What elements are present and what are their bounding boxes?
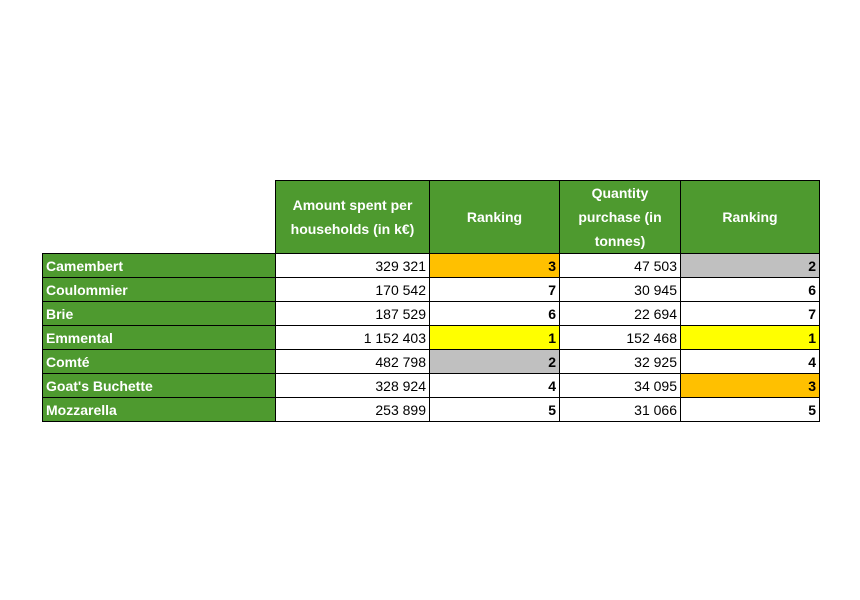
cheese-name-cell: Coulommier	[42, 277, 276, 302]
amount-cell: 170 542	[275, 277, 430, 302]
quantity-ranking-cell: 5	[680, 397, 820, 422]
quantity-cell: 47 503	[559, 253, 681, 278]
table-row: Mozzarella 253 899 5 31 066 5	[42, 397, 820, 422]
quantity-cell: 34 095	[559, 373, 681, 398]
corner-cell	[42, 180, 276, 254]
amount-ranking-cell: 2	[429, 349, 560, 374]
header-row: Amount spent per households (in k€) Rank…	[42, 180, 820, 254]
amount-ranking-cell: 6	[429, 301, 560, 326]
amount-ranking-cell: 1	[429, 325, 560, 350]
quantity-cell: 152 468	[559, 325, 681, 350]
table-row: Emmental 1 152 403 1 152 468 1	[42, 325, 820, 350]
cheese-name-cell: Brie	[42, 301, 276, 326]
amount-cell: 1 152 403	[275, 325, 430, 350]
cheese-name-cell: Camembert	[42, 253, 276, 278]
cheese-name-cell: Goat's Buchette	[42, 373, 276, 398]
amount-cell: 329 321	[275, 253, 430, 278]
amount-cell: 482 798	[275, 349, 430, 374]
amount-cell: 328 924	[275, 373, 430, 398]
quantity-ranking-cell: 2	[680, 253, 820, 278]
table-row: Coulommier 170 542 7 30 945 6	[42, 277, 820, 302]
header-quantity: Quantity purchase (in tonnes)	[559, 180, 681, 254]
amount-ranking-cell: 7	[429, 277, 560, 302]
quantity-ranking-cell: 3	[680, 373, 820, 398]
table-row: Comté 482 798 2 32 925 4	[42, 349, 820, 374]
quantity-ranking-cell: 1	[680, 325, 820, 350]
table-row: Goat's Buchette 328 924 4 34 095 3	[42, 373, 820, 398]
quantity-cell: 30 945	[559, 277, 681, 302]
cheese-name-cell: Comté	[42, 349, 276, 374]
cheese-ranking-table: Amount spent per households (in k€) Rank…	[42, 180, 820, 422]
quantity-ranking-cell: 7	[680, 301, 820, 326]
quantity-cell: 32 925	[559, 349, 681, 374]
amount-cell: 253 899	[275, 397, 430, 422]
cheese-name-cell: Mozzarella	[42, 397, 276, 422]
header-ranking-quantity: Ranking	[680, 180, 820, 254]
cheese-name-cell: Emmental	[42, 325, 276, 350]
amount-ranking-cell: 4	[429, 373, 560, 398]
quantity-cell: 31 066	[559, 397, 681, 422]
table-row: Brie 187 529 6 22 694 7	[42, 301, 820, 326]
quantity-cell: 22 694	[559, 301, 681, 326]
header-amount: Amount spent per households (in k€)	[275, 180, 430, 254]
amount-ranking-cell: 5	[429, 397, 560, 422]
quantity-ranking-cell: 6	[680, 277, 820, 302]
amount-ranking-cell: 3	[429, 253, 560, 278]
header-ranking-amount: Ranking	[429, 180, 560, 254]
amount-cell: 187 529	[275, 301, 430, 326]
table-row: Camembert 329 321 3 47 503 2	[42, 253, 820, 278]
quantity-ranking-cell: 4	[680, 349, 820, 374]
